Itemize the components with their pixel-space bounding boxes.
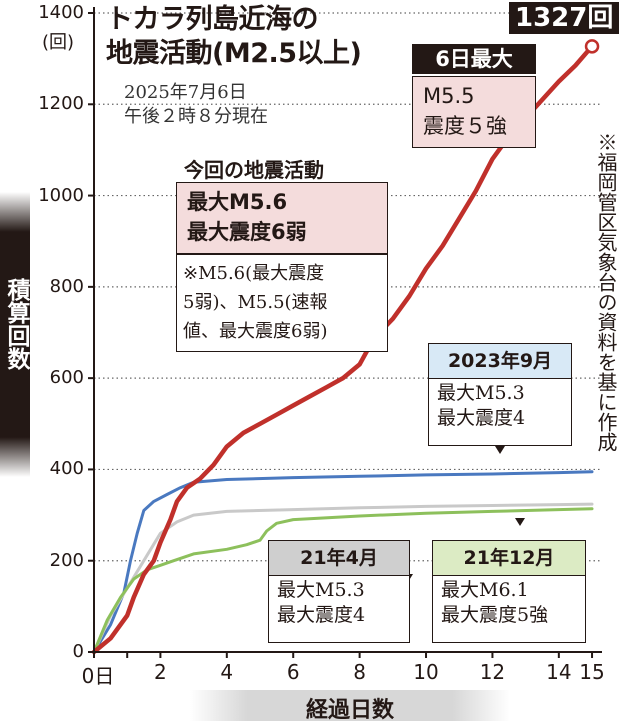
subtitle-time: 午後２時８分現在 bbox=[124, 106, 268, 127]
current-max-magnitude: 最大M5.6 bbox=[187, 190, 288, 214]
series-line-0 bbox=[92, 470, 594, 654]
x-tick-label: 15 bbox=[579, 660, 605, 684]
x-tick-label: 14 bbox=[546, 660, 572, 684]
apr2021-head-box: 21年4月 bbox=[268, 540, 410, 576]
series-line-3 bbox=[91, 44, 595, 655]
y-tick-label: 800 bbox=[49, 275, 84, 297]
y-tick-label: 0 bbox=[72, 641, 84, 662]
dec2021-intensity: 最大震度5強 bbox=[441, 604, 549, 626]
dec2021-box: 最大M6.1 最大震度5強 bbox=[432, 575, 586, 643]
dec2021-magnitude: 最大M6.1 bbox=[441, 579, 529, 601]
x-tick-label: 12 bbox=[479, 660, 506, 684]
sep2023-box: 最大M5.3 最大震度4 bbox=[428, 378, 572, 446]
sep2023-pointer bbox=[495, 446, 505, 454]
series-layer bbox=[91, 44, 595, 655]
current-note-line1: ※M5.6(最大震度 bbox=[183, 263, 325, 284]
subtitle-date: 2025年7月6日 bbox=[124, 82, 247, 103]
y-tick-label: 400 bbox=[49, 458, 84, 480]
latest-magnitude: M5.5 bbox=[423, 84, 475, 108]
x-tick-label: 2 bbox=[154, 660, 167, 684]
y-tick-label: 600 bbox=[49, 367, 84, 389]
sep2023-magnitude: 最大M5.3 bbox=[437, 382, 525, 404]
y-tick-label: 1000 bbox=[38, 184, 84, 206]
y-axis-label: 積算回数 bbox=[3, 278, 29, 370]
apr2021-box: 最大M5.3 最大震度4 bbox=[268, 575, 410, 643]
current-activity-note-box: ※M5.6(最大震度 5弱)、M5.5(速報 値、最大震度6弱) bbox=[176, 254, 388, 352]
current-activity-box: 最大M5.6 最大震度6弱 bbox=[176, 182, 388, 254]
chart-title-line2: 地震活動(M2.5以上) bbox=[106, 38, 362, 69]
dec2021-pointer bbox=[515, 518, 525, 526]
apr2021-head: 21年4月 bbox=[300, 547, 378, 569]
latest-point-marker bbox=[584, 39, 600, 54]
y-axis-unit: (回) bbox=[42, 32, 75, 53]
x-axis-label: 経過日数 bbox=[305, 698, 394, 723]
latest-intensity: 震度５強 bbox=[423, 114, 507, 138]
x-tick-label: 6 bbox=[286, 660, 300, 684]
x-tick-label: 10 bbox=[413, 660, 439, 684]
sep2023-head-box: 2023年9月 bbox=[428, 343, 572, 379]
y-axis-label-background bbox=[0, 192, 30, 477]
source-note: ※福岡管区気象台の資料を基に作成 bbox=[594, 132, 618, 452]
axes bbox=[88, 7, 602, 658]
x-axis-label-background bbox=[190, 690, 510, 721]
x-tick-label: 4 bbox=[220, 660, 234, 684]
sep2023-head: 2023年9月 bbox=[447, 350, 553, 372]
series-line-2 bbox=[92, 507, 594, 654]
latest-box: M5.5 震度５強 bbox=[412, 76, 536, 148]
chart-title-line1: トカラ列島近海の bbox=[106, 4, 319, 35]
current-max-intensity: 最大震度6弱 bbox=[187, 220, 307, 244]
x-tick-label: 8 bbox=[353, 660, 366, 684]
latest-count-label: 1327回 bbox=[509, 2, 620, 34]
current-activity-heading: 今回の地震活動 bbox=[184, 158, 324, 182]
dec2021-head: 21年12月 bbox=[463, 547, 555, 569]
apr2021-intensity: 最大震度4 bbox=[277, 604, 366, 626]
latest-head: 6日最大 bbox=[412, 44, 536, 74]
current-note-line2: 5弱)、M5.5(速報 bbox=[183, 292, 328, 313]
apr2021-magnitude: 最大M5.3 bbox=[277, 579, 365, 601]
y-tick-label: 1400 bbox=[38, 2, 84, 23]
x-tick-label: 0日 bbox=[81, 664, 115, 688]
y-tick-label: 200 bbox=[49, 549, 84, 571]
dec2021-head-box: 21年12月 bbox=[432, 540, 586, 576]
current-note-line3: 値、最大震度6弱) bbox=[183, 321, 328, 342]
y-tick-label: 1200 bbox=[38, 93, 84, 115]
sep2023-intensity: 最大震度4 bbox=[437, 407, 526, 429]
